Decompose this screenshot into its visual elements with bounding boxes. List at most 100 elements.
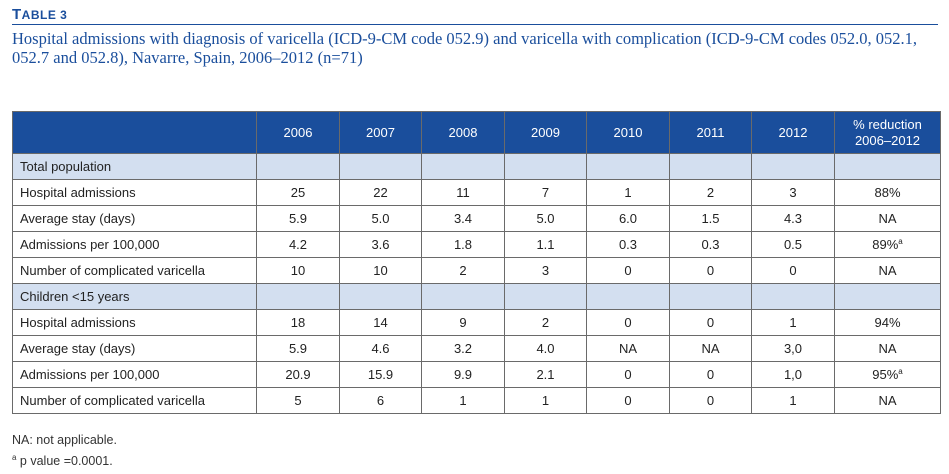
reduction-cell: 89%a bbox=[834, 231, 941, 258]
row-label: Admissions per 100,000 bbox=[12, 361, 257, 388]
table-row: Hospital admissions 25 22 11 7 1 2 3 88% bbox=[12, 179, 941, 206]
value-cell: 7 bbox=[504, 179, 587, 206]
value-cell: 6 bbox=[339, 387, 422, 414]
value-cell: 1 bbox=[751, 387, 835, 414]
value-cell: 0 bbox=[586, 257, 670, 284]
row-label: Admissions per 100,000 bbox=[12, 231, 257, 258]
table-row: Admissions per 100,000 4.2 3.6 1.8 1.1 0.3 0.3… bbox=[12, 231, 941, 258]
section-empty-cell bbox=[751, 153, 835, 180]
value-cell: 2 bbox=[504, 309, 587, 336]
value-cell: 3 bbox=[751, 179, 835, 206]
reduction-value: 94% bbox=[874, 315, 901, 330]
value-cell: 0 bbox=[586, 361, 670, 388]
section-empty-cell bbox=[256, 153, 340, 180]
row-label: Number of complicated varicella bbox=[12, 257, 257, 284]
value-cell: 3 bbox=[504, 257, 587, 284]
footnote-p-value: a p value =0.0001. bbox=[12, 453, 113, 468]
value-cell: 0 bbox=[586, 309, 670, 336]
header-year-2007: 2007 bbox=[339, 111, 422, 154]
header-reduction: % reduction 2006–2012 bbox=[834, 111, 941, 154]
section-empty-cell bbox=[834, 153, 941, 180]
footnote-marker: a bbox=[898, 237, 903, 246]
value-cell: 4.3 bbox=[751, 205, 835, 232]
value-cell: NA bbox=[586, 335, 670, 362]
value-cell: 2 bbox=[669, 179, 752, 206]
value-cell: 0 bbox=[669, 361, 752, 388]
value-cell: 3.2 bbox=[421, 335, 505, 362]
reduction-value: 89% bbox=[872, 237, 899, 252]
row-label: Average stay (days) bbox=[12, 335, 257, 362]
value-cell: 5.0 bbox=[504, 205, 587, 232]
value-cell: 4.2 bbox=[256, 231, 340, 258]
section-empty-cell bbox=[421, 283, 505, 310]
header-row: 2006 2007 2008 2009 2010 2011 2012% reduction 2… bbox=[12, 111, 941, 154]
value-cell: 0 bbox=[669, 309, 752, 336]
table-row: Number of complicated varicella 5 6 1 1 0 0 1 NA bbox=[12, 387, 941, 414]
value-cell: 25 bbox=[256, 179, 340, 206]
reduction-value: NA bbox=[878, 211, 897, 226]
value-cell: 1.1 bbox=[504, 231, 587, 258]
row-label: Hospital admissions bbox=[12, 309, 257, 336]
footnote-marker: a bbox=[12, 453, 17, 462]
table-number-initial: T bbox=[12, 6, 22, 23]
section-row: Total population bbox=[12, 153, 941, 180]
header-year-2012: 2012 bbox=[751, 111, 835, 154]
section-empty-cell bbox=[834, 283, 941, 310]
reduction-cell: 95%a bbox=[834, 361, 941, 388]
reduction-cell: NA bbox=[834, 335, 941, 362]
value-cell: 3,0 bbox=[751, 335, 835, 362]
value-cell: 1,0 bbox=[751, 361, 835, 388]
value-cell: 9 bbox=[421, 309, 505, 336]
data-table: 2006 2007 2008 2009 2010 2011 2012% reduction 2… bbox=[12, 111, 941, 414]
value-cell: 11 bbox=[421, 179, 505, 206]
footnote-na: NA: not applicable. bbox=[12, 433, 117, 447]
section-empty-cell bbox=[751, 283, 835, 310]
section-empty-cell bbox=[339, 153, 422, 180]
footnote-marker: a bbox=[898, 367, 903, 376]
reduction-cell: NA bbox=[834, 387, 941, 414]
reduction-cell: NA bbox=[834, 257, 941, 284]
header-reduction-line1: % reduction bbox=[853, 116, 922, 132]
value-cell: 3.4 bbox=[421, 205, 505, 232]
value-cell: 1 bbox=[586, 179, 670, 206]
table-row: Admissions per 100,000 20.9 15.9 9.9 2.1 0 0 1,… bbox=[12, 361, 941, 388]
reduction-value: 95% bbox=[872, 367, 899, 382]
section-row: Children <15 years bbox=[12, 283, 941, 310]
value-cell: 9.9 bbox=[421, 361, 505, 388]
reduction-cell: NA bbox=[834, 205, 941, 232]
section-empty-cell bbox=[586, 283, 670, 310]
value-cell: 0.5 bbox=[751, 231, 835, 258]
value-cell: 0 bbox=[751, 257, 835, 284]
value-cell: 22 bbox=[339, 179, 422, 206]
header-blank-cell bbox=[12, 111, 257, 154]
row-label: Average stay (days) bbox=[12, 205, 257, 232]
value-cell: 0.3 bbox=[669, 231, 752, 258]
header-year-2011: 2011 bbox=[669, 111, 752, 154]
title-rule bbox=[12, 24, 938, 25]
value-cell: 3.6 bbox=[339, 231, 422, 258]
section-empty-cell bbox=[421, 153, 505, 180]
header-year-2008: 2008 bbox=[421, 111, 505, 154]
section-title: Total population bbox=[12, 153, 257, 180]
value-cell: 5.9 bbox=[256, 335, 340, 362]
table-caption: Hospital admissions with diagnosis of va… bbox=[12, 29, 918, 67]
section-empty-cell bbox=[669, 283, 752, 310]
reduction-value: NA bbox=[878, 341, 897, 356]
section-empty-cell bbox=[586, 153, 670, 180]
value-cell: 0.3 bbox=[586, 231, 670, 258]
value-cell: NA bbox=[669, 335, 752, 362]
header-year-2009: 2009 bbox=[504, 111, 587, 154]
value-cell: 6.0 bbox=[586, 205, 670, 232]
value-cell: 0 bbox=[669, 257, 752, 284]
value-cell: 1 bbox=[504, 387, 587, 414]
value-cell: 2 bbox=[421, 257, 505, 284]
value-cell: 18 bbox=[256, 309, 340, 336]
value-cell: 14 bbox=[339, 309, 422, 336]
row-label: Number of complicated varicella bbox=[12, 387, 257, 414]
value-cell: 5 bbox=[256, 387, 340, 414]
reduction-value: NA bbox=[878, 393, 897, 408]
value-cell: 4.0 bbox=[504, 335, 587, 362]
section-title: Children <15 years bbox=[12, 283, 257, 310]
value-cell: 1 bbox=[751, 309, 835, 336]
